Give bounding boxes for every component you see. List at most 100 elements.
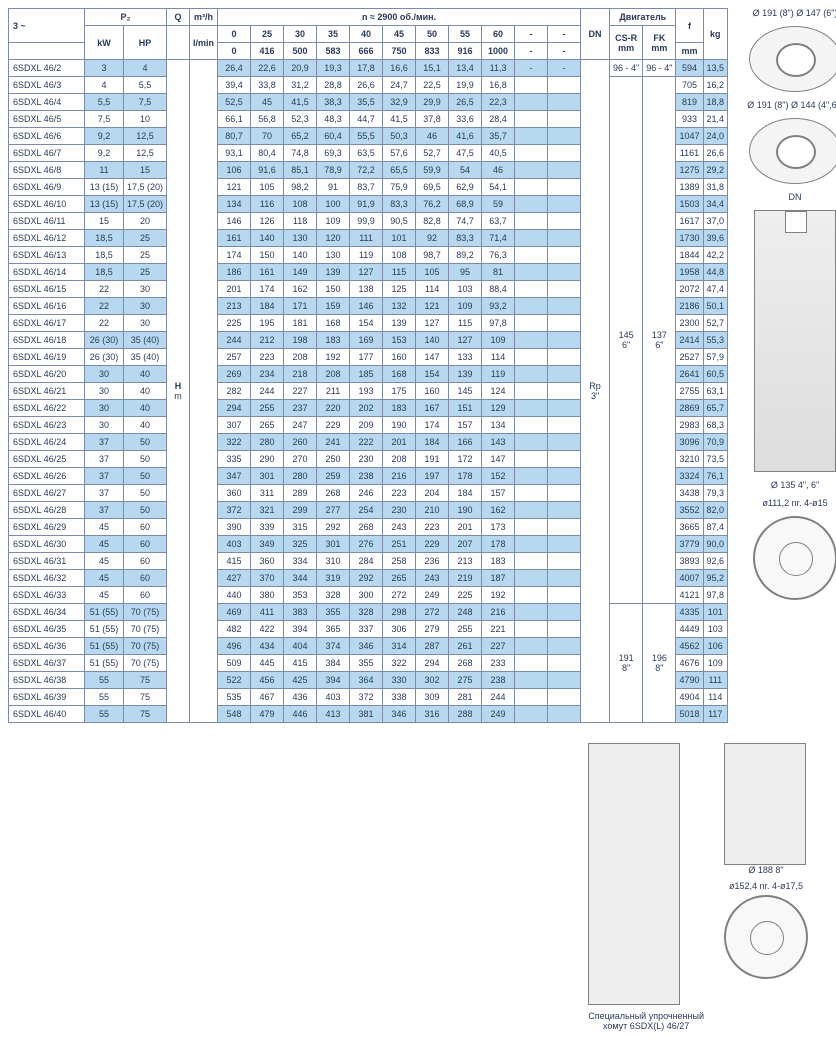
model-cell: 6SDXL 46/39	[9, 689, 85, 706]
f-cell: 1161	[676, 145, 703, 162]
value-cell: 81	[482, 264, 515, 281]
kg-cell: 73,5	[703, 451, 728, 468]
value-cell: 80,4	[251, 145, 284, 162]
model-cell: 6SDXL 46/38	[9, 672, 85, 689]
value-cell: -	[548, 60, 581, 77]
value-cell: 322	[383, 655, 416, 672]
value-cell: 268	[350, 519, 383, 536]
value-cell: 85,1	[284, 162, 317, 179]
value-cell: 220	[317, 400, 350, 417]
f-cell: 1275	[676, 162, 703, 179]
kg-cell: 21,4	[703, 111, 728, 128]
hp-cell: 50	[124, 434, 167, 451]
f-cell: 3438	[676, 485, 703, 502]
value-cell: 54,1	[482, 179, 515, 196]
value-cell: 265	[251, 417, 284, 434]
value-cell: 347	[218, 468, 251, 485]
n-header: n ≈ 2900 об./мин.	[218, 9, 581, 26]
value-cell: 183	[317, 332, 350, 349]
value-cell: 138	[350, 281, 383, 298]
f-cell: 1503	[676, 196, 703, 213]
value-cell: 133	[449, 349, 482, 366]
value-cell: 496	[218, 638, 251, 655]
value-cell: 216	[482, 604, 515, 621]
kw-cell: 13 (15)	[85, 196, 124, 213]
kw-cell: 55	[85, 689, 124, 706]
model-cell: 6SDXL 46/20	[9, 366, 85, 383]
f-cell: 2755	[676, 383, 703, 400]
value-cell: 334	[284, 553, 317, 570]
kg-cell: 111	[703, 672, 728, 689]
value-cell: 218	[284, 366, 317, 383]
kw-cell: 7,5	[85, 111, 124, 128]
p2-header: P₂	[85, 9, 167, 26]
value-cell: 269	[218, 366, 251, 383]
value-cell: 380	[251, 587, 284, 604]
value-cell: 126	[251, 213, 284, 230]
value-cell: 246	[350, 485, 383, 502]
value-cell: 159	[317, 298, 350, 315]
f-cell: 594	[676, 60, 703, 77]
f-cell: 4562	[676, 638, 703, 655]
ring1-label: Ø 191 (8") Ø 147 (6")	[753, 8, 836, 18]
value-cell: 134	[482, 417, 515, 434]
kg-cell: 95,2	[703, 570, 728, 587]
value-cell: 115	[383, 264, 416, 281]
value-cell: 294	[416, 655, 449, 672]
hp-cell: 50	[124, 451, 167, 468]
value-cell: 522	[218, 672, 251, 689]
value-cell: 229	[317, 417, 350, 434]
value-cell: 22,5	[416, 77, 449, 94]
value-cell: 265	[383, 570, 416, 587]
f-cell: 2527	[676, 349, 703, 366]
value-cell: 33,8	[251, 77, 284, 94]
value-cell	[515, 230, 548, 247]
value-cell	[548, 672, 581, 689]
value-cell: 90,5	[383, 213, 416, 230]
value-cell	[548, 468, 581, 485]
model-cell: 6SDXL 46/16	[9, 298, 85, 315]
model-cell: 6SDXL 46/29	[9, 519, 85, 536]
value-cell	[515, 383, 548, 400]
value-cell: 186	[218, 264, 251, 281]
kw-cell: 51 (55)	[85, 655, 124, 672]
hp-cell: 4	[124, 60, 167, 77]
value-cell: 121	[416, 298, 449, 315]
value-cell: 250	[317, 451, 350, 468]
value-cell: 26,5	[449, 94, 482, 111]
value-cell: 339	[251, 519, 284, 536]
value-cell: 479	[251, 706, 284, 723]
value-cell: 227	[482, 638, 515, 655]
value-cell: 277	[317, 502, 350, 519]
value-cell: 360	[218, 485, 251, 502]
lmin-col-3: 583	[317, 43, 350, 60]
value-cell: 243	[416, 570, 449, 587]
value-cell: 208	[317, 366, 350, 383]
value-cell: 124	[482, 383, 515, 400]
f-cell: 1730	[676, 230, 703, 247]
model-cell: 6SDXL 46/24	[9, 434, 85, 451]
value-cell: 247	[284, 417, 317, 434]
value-cell: 384	[317, 655, 350, 672]
value-cell: 445	[251, 655, 284, 672]
value-cell: 223	[416, 519, 449, 536]
value-cell: 233	[482, 655, 515, 672]
value-cell: 60,4	[317, 128, 350, 145]
hp-cell: 50	[124, 468, 167, 485]
value-cell	[548, 604, 581, 621]
value-cell: 198	[284, 332, 317, 349]
value-cell: 280	[284, 468, 317, 485]
kg-cell: 47,4	[703, 281, 728, 298]
kw-cell: 30	[85, 366, 124, 383]
value-cell: 181	[284, 315, 317, 332]
dn-label: DN	[789, 192, 802, 202]
value-cell: 306	[383, 621, 416, 638]
value-cell: 39,4	[218, 77, 251, 94]
value-cell: 127	[449, 332, 482, 349]
value-cell	[515, 400, 548, 417]
kw-cell: 37	[85, 451, 124, 468]
value-cell	[515, 349, 548, 366]
f-cell: 4007	[676, 570, 703, 587]
value-cell: 114	[482, 349, 515, 366]
value-cell	[548, 689, 581, 706]
